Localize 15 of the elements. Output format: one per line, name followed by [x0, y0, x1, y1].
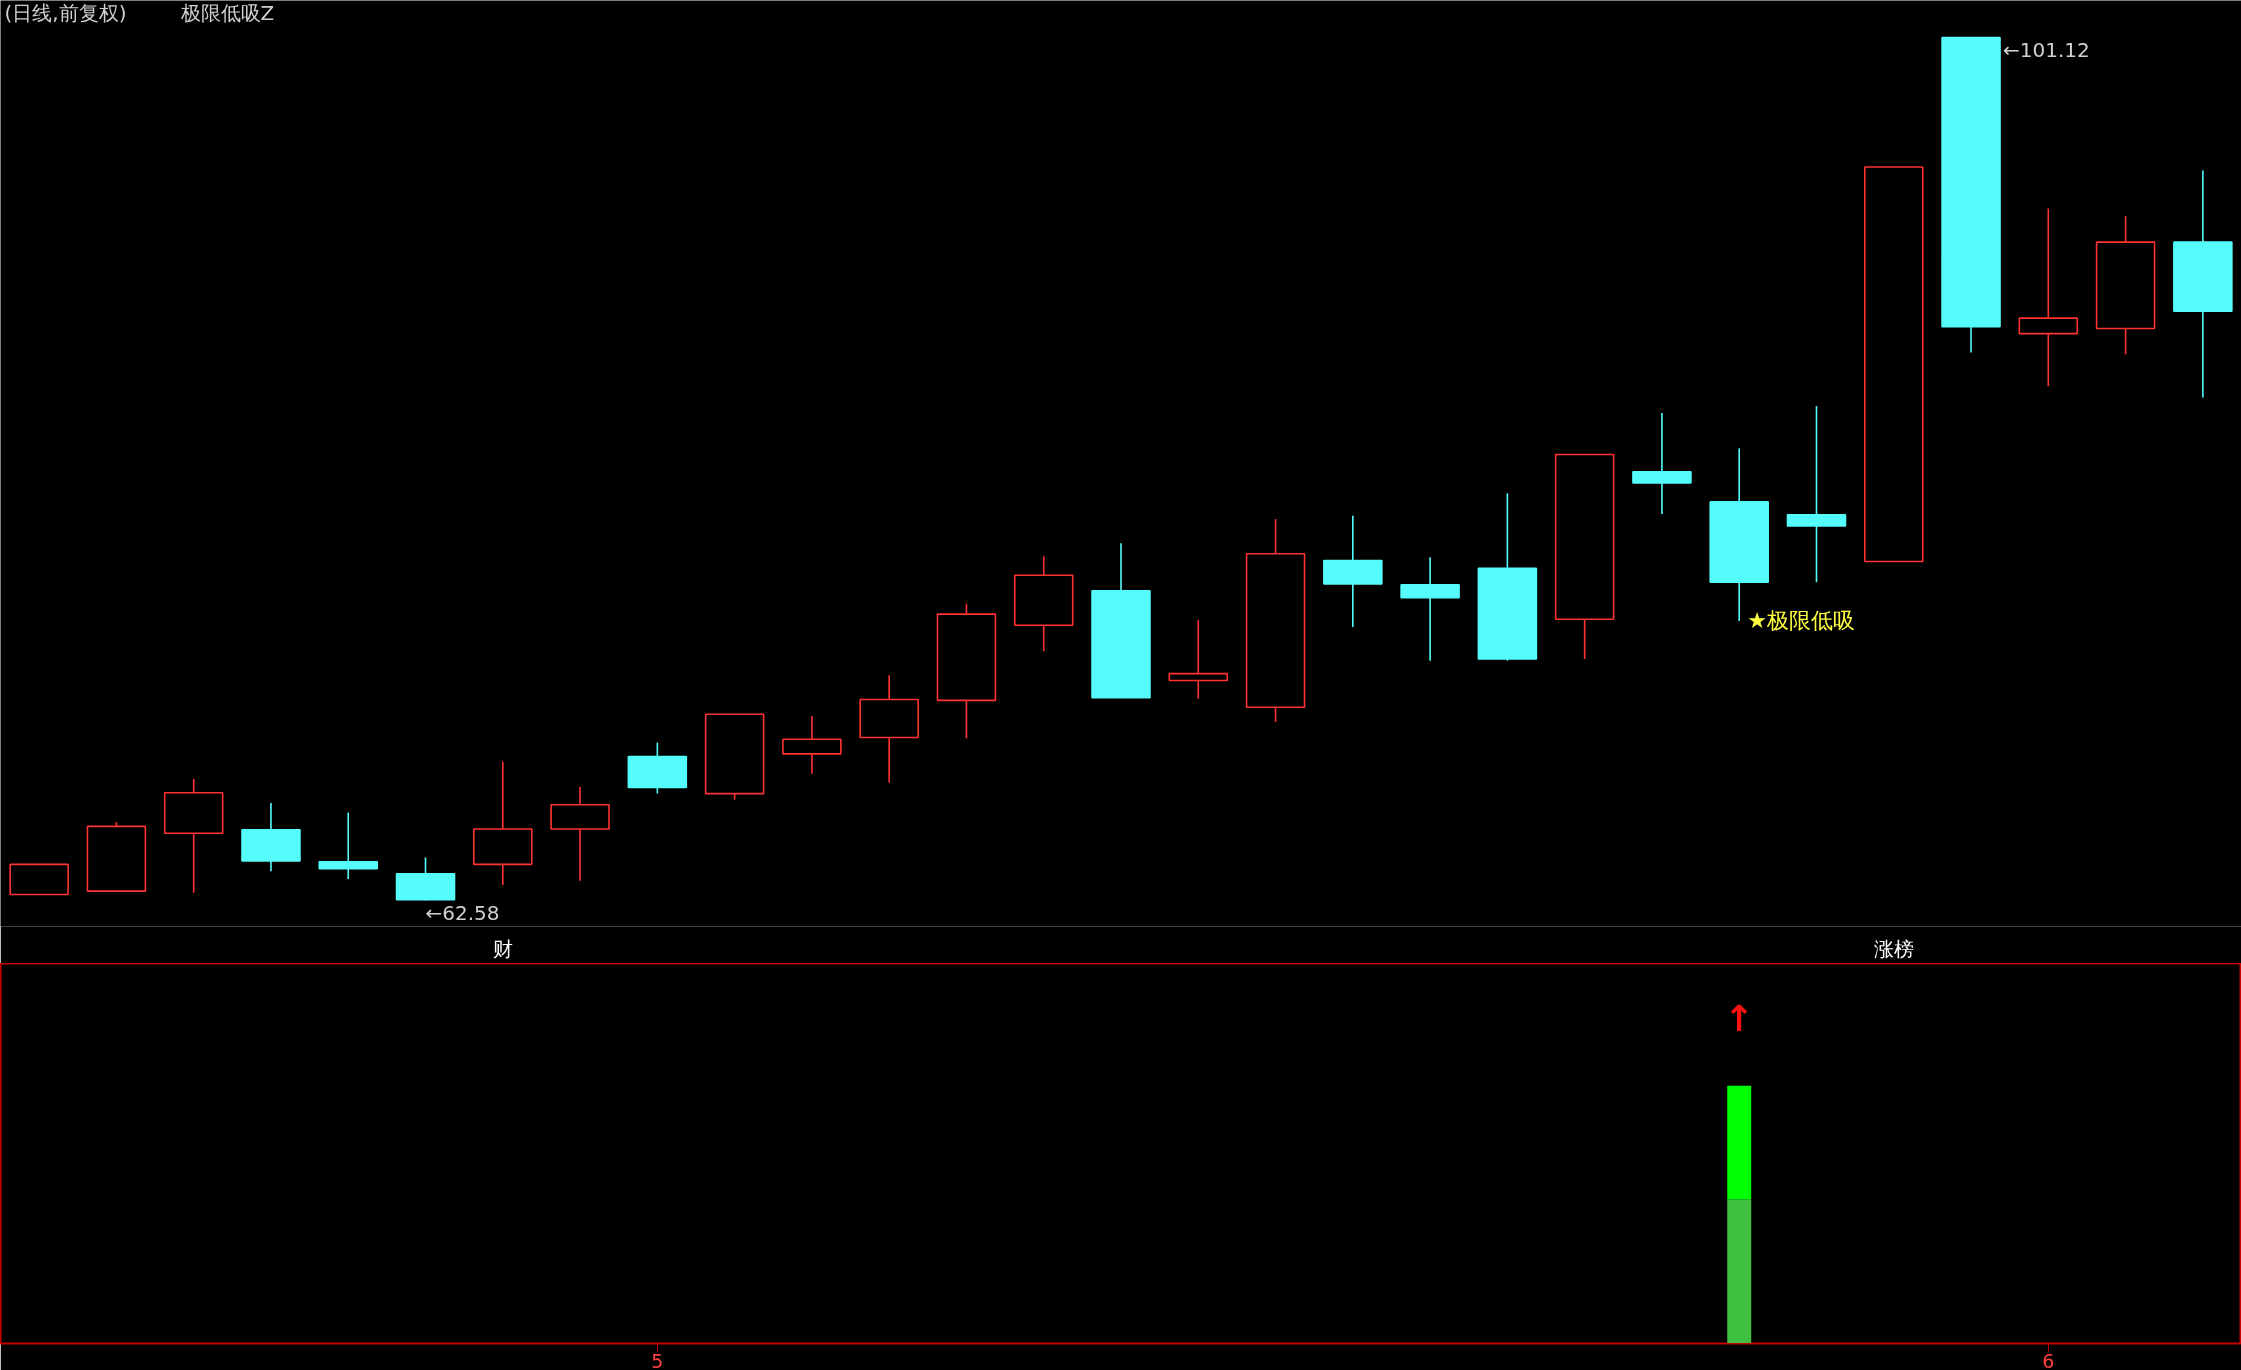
x-tick-label: 涨榜	[1873, 936, 1914, 961]
candlestick	[1632, 412, 1692, 515]
text: ↑	[1724, 998, 1755, 1040]
x-tick-label: 5	[651, 1349, 664, 1370]
candlestick	[1168, 619, 1229, 700]
annotation: ←101.12	[2003, 37, 2090, 62]
x-tick-label: 6	[2042, 1349, 2055, 1370]
annotation: ★极限低吸	[1747, 608, 1855, 634]
candlestick	[1786, 405, 1847, 583]
chart-subtitle: 极限低吸Z	[179, 0, 275, 25]
candlestick	[2018, 207, 2079, 388]
candlestick	[318, 811, 379, 880]
annotation: ←62.58	[425, 900, 500, 925]
chart-title: (日线,前复权)	[4, 0, 127, 25]
x-tick-label: 财	[492, 936, 513, 961]
